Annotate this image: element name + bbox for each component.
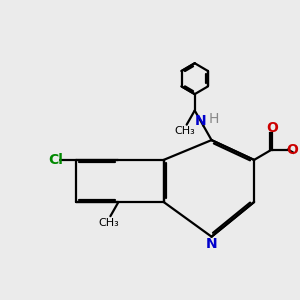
Text: Cl: Cl [48,153,63,167]
Text: N: N [206,237,218,251]
Text: N: N [195,114,206,128]
Text: O: O [266,121,278,135]
Text: H: H [208,112,219,126]
Text: O: O [286,142,298,157]
Text: CH₃: CH₃ [175,126,196,136]
Text: CH₃: CH₃ [99,218,119,228]
